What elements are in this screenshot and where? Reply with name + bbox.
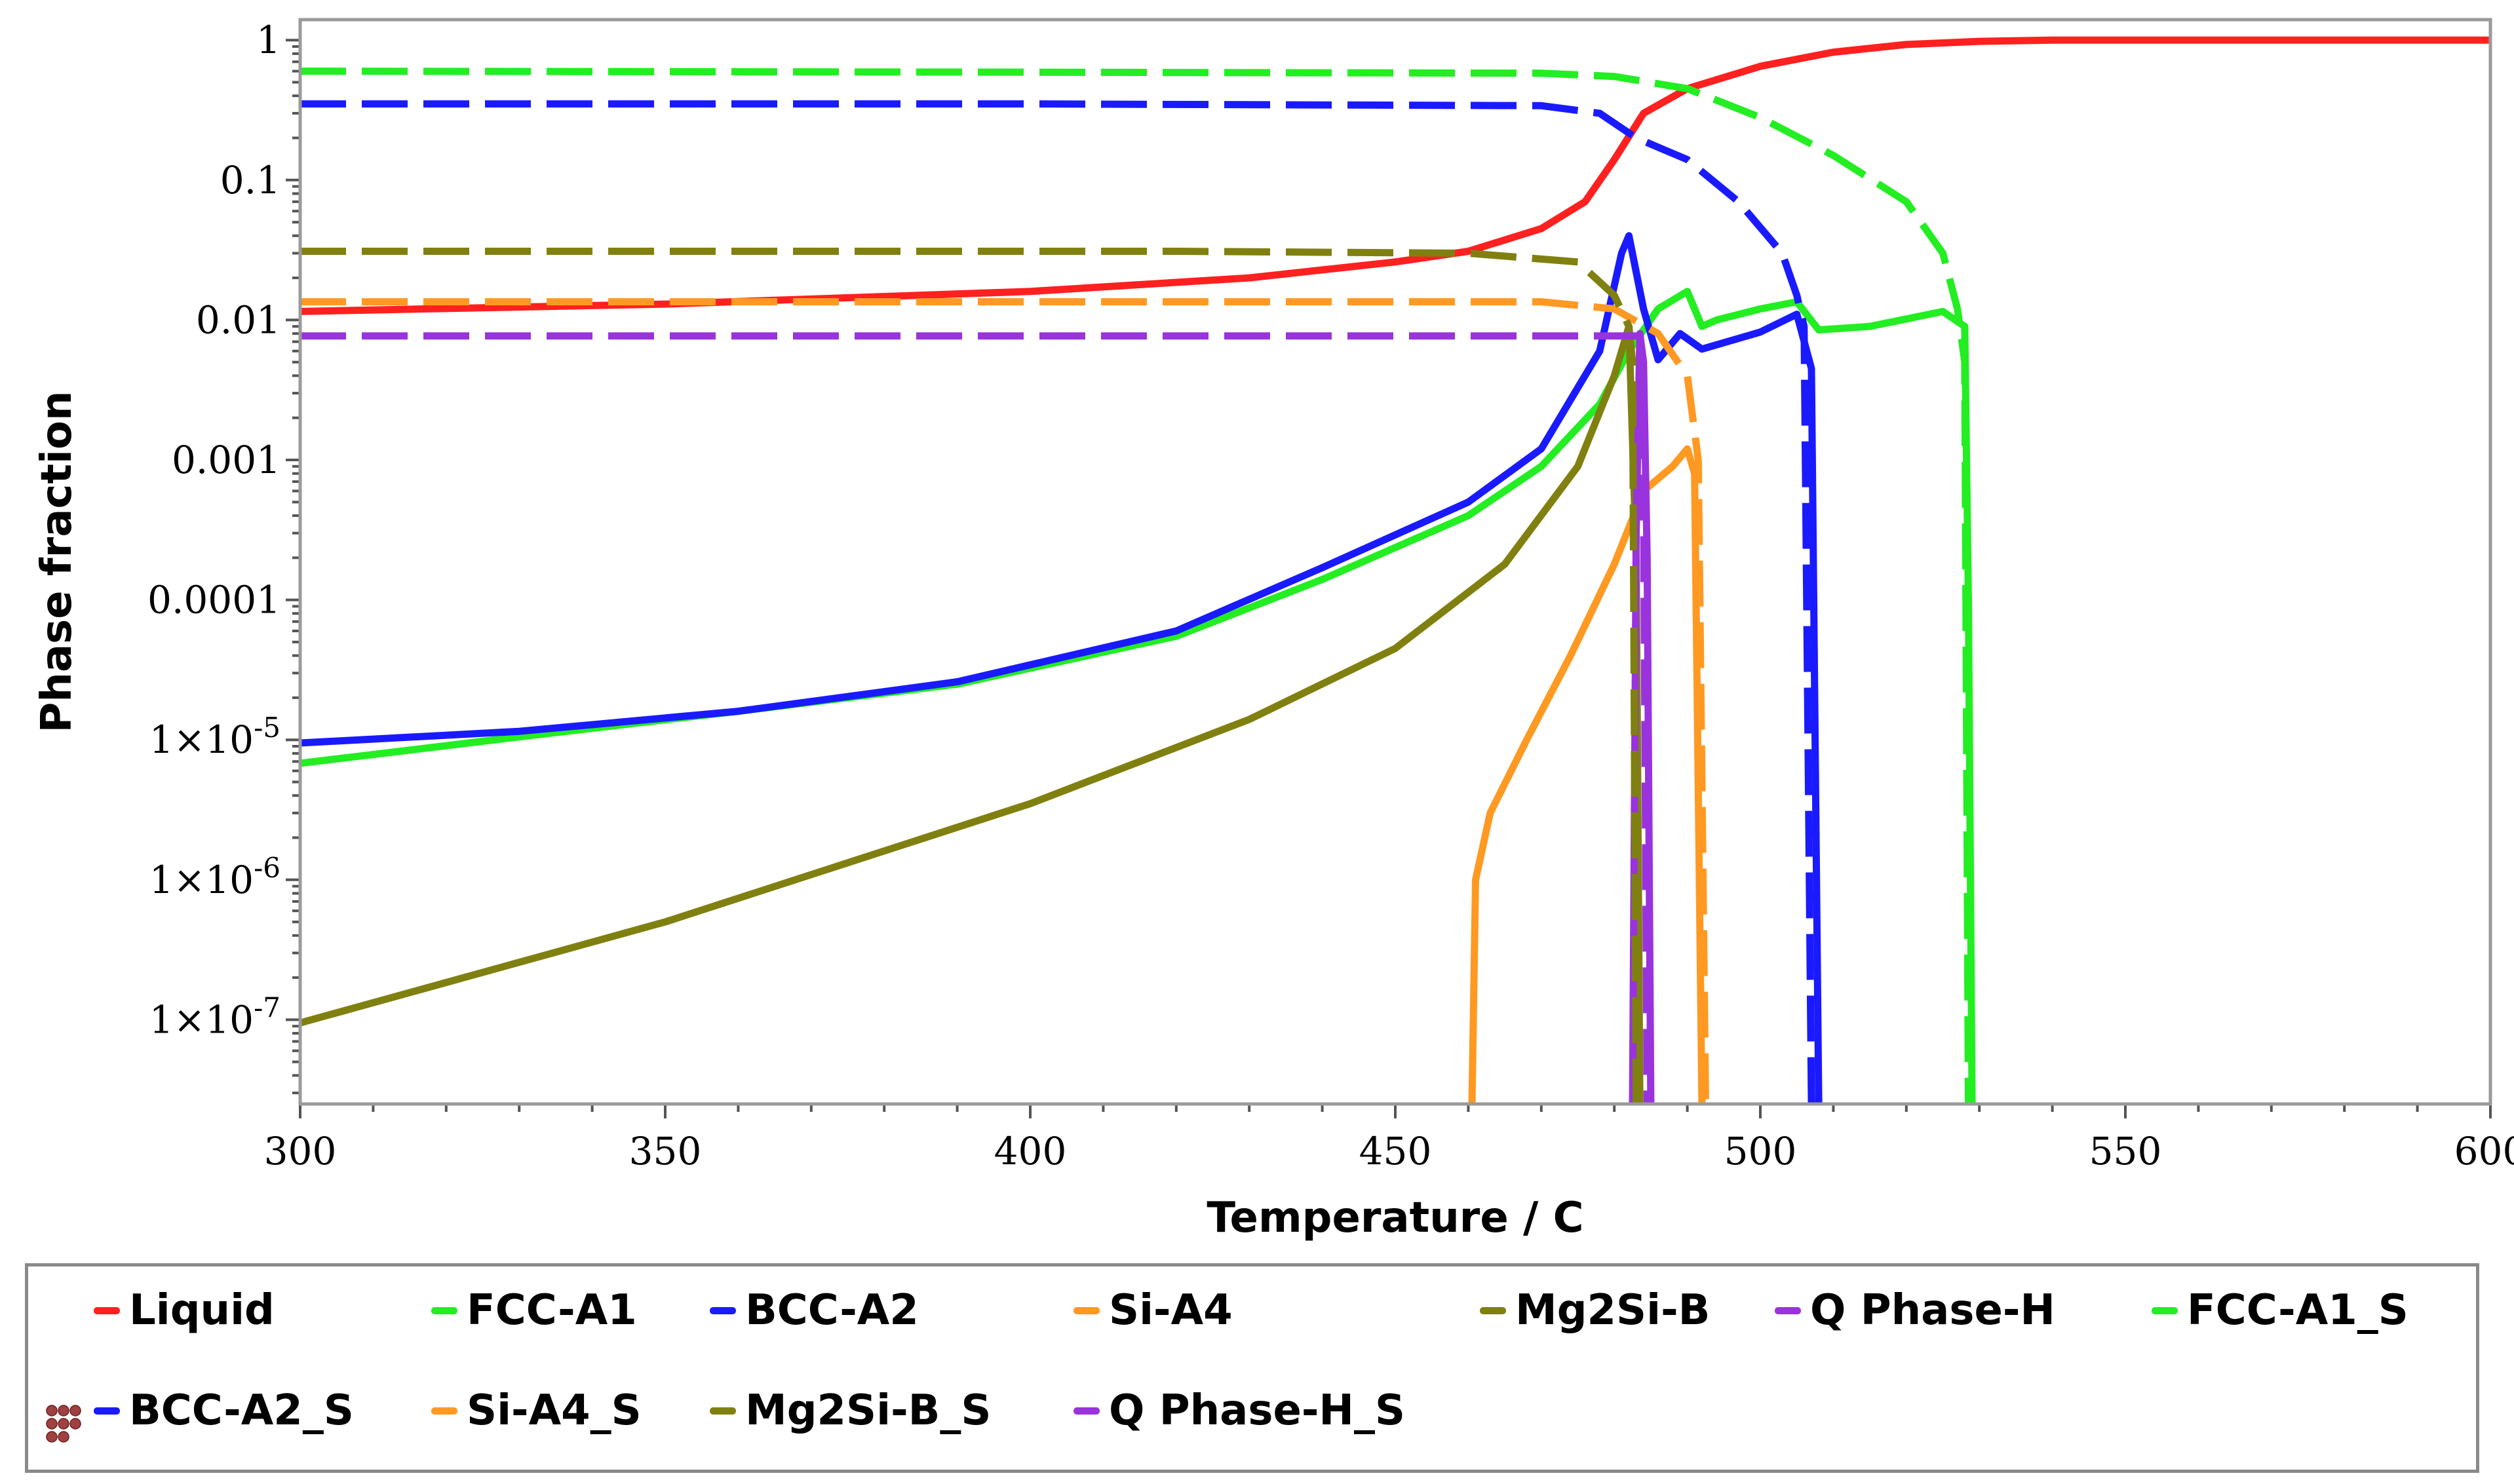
x-tick-label: 350: [629, 1129, 702, 1173]
legend-item-si-a4[interactable]: Si-A4: [1073, 1281, 1233, 1340]
x-tick-label: 300: [264, 1129, 337, 1173]
legend-swatch: [94, 1306, 120, 1314]
legend-item-q-phase-h-s[interactable]: Q Phase-H_S: [1073, 1381, 1405, 1440]
tick-marks: [286, 39, 2492, 1118]
legend: Liquid FCC-A1 BCC-A2 Si-A4 Mg2Si-B Q Phase-H F…: [25, 1263, 2479, 1473]
y-tick-label: 0.0001: [147, 578, 280, 622]
legend-item-si-a4-s[interactable]: Si-A4_S: [431, 1381, 642, 1440]
legend-item-mg2si-b-s[interactable]: Mg2Si-B_S: [710, 1381, 992, 1440]
y-tick-label: 0.1: [220, 158, 280, 202]
legend-label: BCC-A2_S: [129, 1386, 354, 1435]
y-tick-label: 0.01: [196, 297, 280, 342]
series-line-q-phase-h-s: [300, 332, 1651, 1104]
legend-swatch: [1073, 1407, 1100, 1415]
legend-item-bcc-a2[interactable]: BCC-A2: [710, 1281, 919, 1340]
plot-frame: [298, 18, 2492, 1106]
x-tick-label: 600: [2454, 1129, 2514, 1173]
y-tick-label: 1: [256, 18, 280, 62]
legend-swatch: [431, 1306, 457, 1314]
y-tick-label: 1×10-7: [149, 991, 280, 1042]
series-lines: [300, 36, 2490, 1104]
legend-item-fcc-a1[interactable]: FCC-A1: [431, 1281, 637, 1340]
legend-swatch: [1073, 1306, 1100, 1314]
legend-swatch: [1480, 1306, 1506, 1314]
legend-label: FCC-A1: [467, 1286, 637, 1335]
x-tick-label: 500: [1724, 1129, 1797, 1173]
tick-labels: 300 350 400 450 500 550 600 1 0.1 0.01 0.001 0.0001…: [147, 18, 2514, 1173]
legend-item-bcc-a2-s[interactable]: BCC-A2_S: [94, 1381, 354, 1440]
x-tick-label: 450: [1359, 1129, 1432, 1173]
legend-swatch: [2152, 1306, 2178, 1314]
series-line-bcc-a2-s: [300, 100, 1815, 1104]
legend-label: Mg2Si-B: [1515, 1286, 1711, 1335]
legend-label: Mg2Si-B_S: [745, 1386, 992, 1435]
legend-swatch: [94, 1407, 120, 1415]
x-tick-label: 550: [2089, 1129, 2162, 1173]
x-axis-title: Temperature / C: [1207, 1194, 1583, 1242]
legend-label: FCC-A1_S: [2187, 1286, 2408, 1335]
legend-item-mg2si-b[interactable]: Mg2Si-B: [1480, 1281, 1710, 1340]
legend-label: Si-A4_S: [467, 1386, 642, 1435]
legend-label: Q Phase-H_S: [1109, 1386, 1406, 1435]
series-line-mg2si-b: [300, 322, 1644, 1104]
legend-label: Q Phase-H: [1810, 1286, 2055, 1335]
series-line-bcc-a2: [300, 232, 1823, 1104]
y-axis-title: Phase fraction: [33, 390, 81, 732]
series-line-fcc-a1-s: [300, 67, 1972, 1104]
series-line-mg2si-b-s: [300, 248, 1640, 1104]
legend-swatch: [710, 1306, 736, 1314]
legend-label: Liquid: [129, 1286, 275, 1335]
legend-label: BCC-A2: [745, 1286, 919, 1335]
series-line-fcc-a1: [300, 288, 1976, 1104]
legend-item-liquid[interactable]: Liquid: [94, 1281, 275, 1340]
x-tick-label: 400: [994, 1129, 1067, 1173]
legend-swatch: [1775, 1306, 1801, 1314]
y-tick-label: 1×10-6: [149, 852, 280, 902]
series-line-liquid: [300, 36, 2490, 315]
legend-item-fcc-a1-s[interactable]: FCC-A1_S: [2152, 1281, 2408, 1340]
series-line-si-a4: [1468, 445, 1706, 1104]
phase-fraction-chart: 300 350 400 450 500 550 600 1 0.1 0.01 0.001 0.0001…: [33, 18, 2514, 1242]
y-tick-label: 0.001: [172, 438, 280, 482]
y-tick-label: 1×10-5: [149, 712, 280, 762]
legend-swatch: [431, 1407, 457, 1415]
legend-label: Si-A4: [1109, 1286, 1233, 1335]
legend-swatch: [710, 1407, 736, 1415]
legend-item-q-phase-h[interactable]: Q Phase-H: [1775, 1281, 2055, 1340]
app-logo-icon: [46, 1405, 81, 1443]
series-line-si-a4-s: [300, 298, 1709, 1104]
